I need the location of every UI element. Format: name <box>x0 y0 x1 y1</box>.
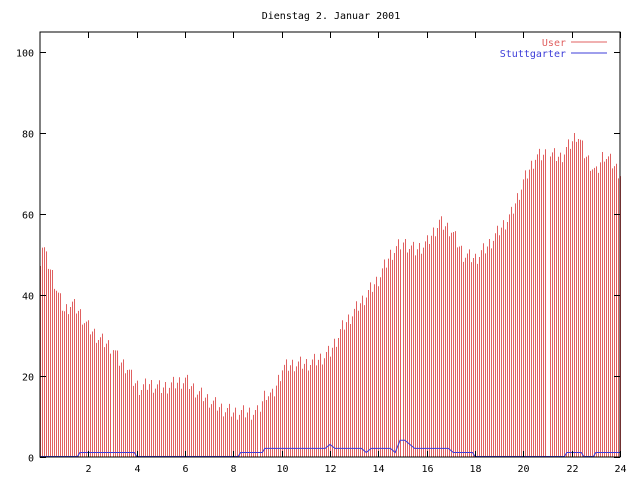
legend-label-stuttgarter: Stuttgarter <box>500 49 566 60</box>
y-tick-label: 100 <box>16 49 34 60</box>
x-tick-label: 24 <box>614 464 626 475</box>
y-tick-label: 0 <box>28 454 34 465</box>
x-tick-label: 18 <box>469 464 481 475</box>
chart-title: Dienstag 2. Januar 2001 <box>262 11 400 22</box>
y-tick-label: 80 <box>22 130 34 141</box>
x-tick-label: 12 <box>324 464 336 475</box>
x-tick-label: 6 <box>182 464 188 475</box>
x-tick-label: 16 <box>421 464 433 475</box>
x-tick-label: 4 <box>134 464 140 475</box>
x-tick-label: 22 <box>566 464 578 475</box>
x-tick-label: 20 <box>517 464 529 475</box>
series-line-stuttgarter <box>40 439 620 457</box>
x-tick-label: 8 <box>230 464 236 475</box>
legend: User Stuttgarter <box>500 38 607 60</box>
x-tick-label: 10 <box>276 464 288 475</box>
y-tick-label: 60 <box>22 211 34 222</box>
y-tick-label: 20 <box>22 373 34 384</box>
legend-label-user: User <box>542 38 566 49</box>
user-impulses <box>40 133 621 457</box>
y-tick-label: 40 <box>22 292 34 303</box>
x-tick-label: 2 <box>85 464 91 475</box>
x-tick-label: 14 <box>372 464 384 475</box>
